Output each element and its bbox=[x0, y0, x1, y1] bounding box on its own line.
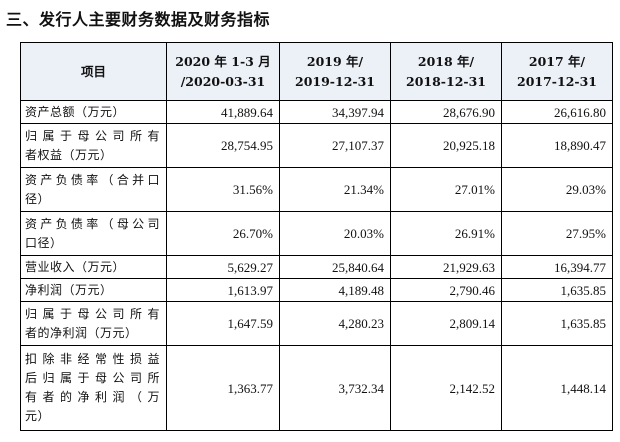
cell-value: 3,732.34 bbox=[279, 345, 391, 431]
cell-value: 41,889.64 bbox=[166, 100, 280, 124]
cell-value: 4,189.48 bbox=[279, 278, 391, 302]
column-header-item: 项目 bbox=[20, 42, 167, 101]
cell-value: 1,363.77 bbox=[166, 345, 280, 431]
row-label-line: 净利润（万元） bbox=[25, 282, 113, 297]
column-header-label: 2017 年/ bbox=[528, 53, 586, 69]
row-label: 归属于母公司所有 者权益（万元） bbox=[20, 123, 167, 168]
cell-value: 1,448.14 bbox=[501, 345, 613, 431]
table-row-revenue: 营业收入（万元） 5,629.27 25,840.64 21,929.63 16… bbox=[20, 255, 613, 279]
section-title: 三、发行人主要财务数据及财务指标 bbox=[6, 10, 271, 29]
cell-value: 16,394.77 bbox=[501, 255, 613, 279]
column-header-date: /2020-03-31 bbox=[180, 73, 266, 89]
cell-value: 21.34% bbox=[279, 167, 391, 212]
cell-value: 2,790.46 bbox=[390, 278, 502, 302]
cell-value: 34,397.94 bbox=[279, 100, 391, 124]
row-label-line: 扣除非经常性损益 bbox=[25, 352, 160, 366]
row-label: 营业收入（万元） bbox=[20, 255, 167, 279]
table-header-row: 项目 2020 年 1-3 月 /2020-03-31 2019 年/ 2019… bbox=[20, 42, 613, 101]
row-label-line: 营业收入（万元） bbox=[25, 259, 126, 274]
cell-value: 4,280.23 bbox=[279, 301, 391, 346]
table-row-net-profit: 净利润（万元） 1,613.97 4,189.48 2,790.46 1,635… bbox=[20, 278, 613, 302]
column-header-2019: 2019 年/ 2019-12-31 bbox=[279, 42, 391, 101]
row-label-line: 口径） bbox=[25, 235, 63, 250]
row-label-line: 归属于母公司所有 bbox=[25, 306, 160, 321]
cell-value: 1,613.97 bbox=[166, 278, 280, 302]
column-header-label: 项目 bbox=[80, 63, 106, 79]
row-label: 资产负债率（母公司 口径） bbox=[20, 211, 167, 256]
row-label-line: 者权益（万元） bbox=[25, 147, 113, 162]
cell-value: 31.56% bbox=[166, 167, 280, 212]
row-label: 净利润（万元） bbox=[20, 278, 167, 302]
column-header-date: 2017-12-31 bbox=[517, 73, 597, 89]
table-row-total-assets: 资产总额（万元） 41,889.64 34,397.94 28,676.90 2… bbox=[20, 100, 613, 124]
cell-value: 1,635.85 bbox=[501, 301, 613, 346]
row-label-line: 径） bbox=[25, 191, 51, 206]
cell-value: 21,929.63 bbox=[390, 255, 502, 279]
row-label-line: 者的净利润（万元） bbox=[25, 325, 138, 340]
row-label: 资产总额（万元） bbox=[20, 100, 167, 124]
column-header-2018: 2018 年/ 2018-12-31 bbox=[390, 42, 502, 101]
row-label-line: 资产总额（万元） bbox=[25, 104, 126, 119]
row-label-line: 资产负债率（母公司 bbox=[25, 216, 160, 231]
row-label-line: 元） bbox=[25, 409, 51, 423]
column-header-date: 2018-12-31 bbox=[406, 73, 486, 89]
cell-value: 26.70% bbox=[166, 211, 280, 256]
row-label: 资产负债率（合并口 径） bbox=[20, 167, 167, 212]
cell-value: 20.03% bbox=[279, 211, 391, 256]
table-row-parent-equity: 归属于母公司所有 者权益（万元） 28,754.95 27,107.37 20,… bbox=[20, 123, 613, 168]
column-header-date: 2019-12-31 bbox=[295, 73, 375, 89]
cell-value: 25,840.64 bbox=[279, 255, 391, 279]
cell-value: 28,676.90 bbox=[390, 100, 502, 124]
column-header-label: 2019 年/ bbox=[306, 53, 364, 69]
cell-value: 2,809.14 bbox=[390, 301, 502, 346]
cell-value: 27,107.37 bbox=[279, 123, 391, 168]
cell-value: 27.95% bbox=[501, 211, 613, 256]
row-label-line: 有者的净利润（万 bbox=[25, 390, 160, 404]
cell-value: 2,142.52 bbox=[390, 345, 502, 431]
column-header-2020q1: 2020 年 1-3 月 /2020-03-31 bbox=[166, 42, 280, 101]
row-label: 扣除非经常性损益 后归属于母公司所 有者的净利润（万 元） bbox=[20, 345, 167, 431]
financial-data-table: 项目 2020 年 1-3 月 /2020-03-31 2019 年/ 2019… bbox=[20, 42, 613, 431]
cell-value: 20,925.18 bbox=[390, 123, 502, 168]
cell-value: 26,616.80 bbox=[501, 100, 613, 124]
table-row-parent-net-profit: 归属于母公司所有 者的净利润（万元） 1,647.59 4,280.23 2,8… bbox=[20, 301, 613, 346]
cell-value: 1,635.85 bbox=[501, 278, 613, 302]
column-header-2017: 2017 年/ 2017-12-31 bbox=[501, 42, 613, 101]
row-label-line: 资产负债率（合并口 bbox=[25, 172, 160, 187]
cell-value: 5,629.27 bbox=[166, 255, 280, 279]
row-label-line: 归属于母公司所有 bbox=[25, 128, 160, 143]
table-row-debt-ratio-parent: 资产负债率（母公司 口径） 26.70% 20.03% 26.91% 27.95… bbox=[20, 211, 613, 256]
cell-value: 28,754.95 bbox=[166, 123, 280, 168]
column-header-label: 2018 年/ bbox=[417, 53, 475, 69]
cell-value: 27.01% bbox=[390, 167, 502, 212]
cell-value: 1,647.59 bbox=[166, 301, 280, 346]
cell-value: 29.03% bbox=[501, 167, 613, 212]
column-header-label: 2020 年 1-3 月 bbox=[175, 53, 271, 69]
row-label: 归属于母公司所有 者的净利润（万元） bbox=[20, 301, 167, 346]
cell-value: 18,890.47 bbox=[501, 123, 613, 168]
cell-value: 26.91% bbox=[390, 211, 502, 256]
table-row-adjusted-net-profit: 扣除非经常性损益 后归属于母公司所 有者的净利润（万 元） 1,363.77 3… bbox=[20, 345, 613, 431]
row-label-line: 后归属于母公司所 bbox=[25, 371, 160, 385]
table-row-debt-ratio-consolidated: 资产负债率（合并口 径） 31.56% 21.34% 27.01% 29.03% bbox=[20, 167, 613, 212]
